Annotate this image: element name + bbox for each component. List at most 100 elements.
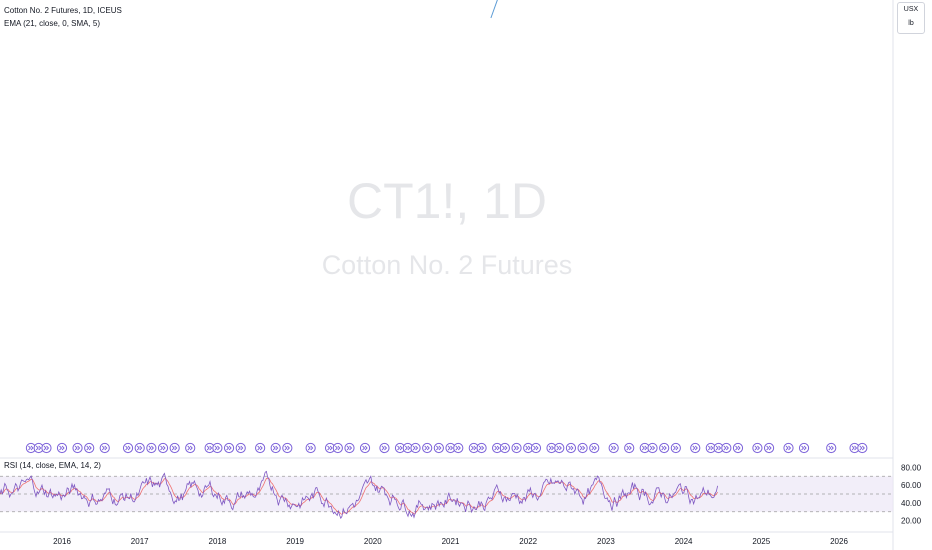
event-icon-glyph [859, 445, 865, 451]
event-icon [84, 442, 95, 454]
x-tick-label: 2023 [597, 537, 615, 546]
event-icon [56, 442, 68, 454]
x-tick-label: 2024 [675, 537, 693, 546]
event-icon-glyph [257, 445, 263, 451]
watermark-name: Cotton No. 2 Futures [322, 250, 573, 280]
event-icon [185, 442, 196, 454]
event-icon-glyph [412, 445, 419, 451]
event-icon-glyph [785, 445, 792, 451]
event-icon-glyph [707, 445, 714, 451]
x-tick-label: 2022 [519, 537, 537, 546]
event-icon [134, 442, 145, 454]
chart-header: Cotton No. 2 Futures, 1D, ICEUS EMA (21,… [4, 4, 122, 30]
event-icon [157, 442, 169, 454]
event-icon [169, 442, 180, 454]
event-icon-glyph [735, 445, 741, 451]
event-icon [223, 442, 235, 454]
event-icon [433, 442, 444, 454]
event-icon-glyph [327, 445, 333, 451]
event-icon [763, 442, 775, 454]
event-icon-glyph [766, 445, 772, 451]
x-tick-label: 2020 [364, 537, 382, 546]
x-tick-label: 2021 [442, 537, 460, 546]
event-icon [732, 442, 744, 454]
x-tick-label: 2019 [286, 537, 304, 546]
trend-line [490, 0, 498, 19]
event-icon [857, 442, 868, 454]
x-tick-label: 2018 [209, 537, 227, 546]
event-icon [422, 442, 433, 454]
event-icon [530, 442, 542, 454]
event-icon-glyph [470, 445, 477, 451]
event-icon [608, 442, 619, 454]
rsi-tick-label: 40.00 [901, 499, 922, 508]
event-icon-glyph [494, 445, 500, 451]
event-icon-glyph [362, 445, 368, 451]
event-icon [659, 442, 670, 454]
event-icon [305, 442, 316, 454]
event-icon [721, 442, 732, 454]
x-tick-label: 2017 [131, 537, 149, 546]
event-icon [332, 442, 343, 454]
event-icon-glyph [513, 445, 520, 451]
event-icon-glyph [626, 445, 632, 451]
rsi-ema-line [0, 477, 718, 515]
event-icon [72, 442, 83, 454]
event-icon-glyph [214, 445, 221, 451]
unit-measure-label: lb [908, 20, 914, 27]
event-icon-glyph [346, 445, 353, 451]
event-icon-glyph [715, 445, 722, 451]
event-icon [146, 442, 157, 454]
event-icon [752, 442, 763, 454]
indicator-ema-label[interactable]: EMA (21, close, 0, SMA, 5) [4, 19, 101, 28]
event-icon-glyph [43, 445, 50, 451]
currency-label: USX [903, 6, 919, 13]
event-icon-glyph [502, 445, 508, 451]
symbol-title[interactable]: Cotton No. 2 Futures, 1D, ICEUS [4, 6, 122, 15]
event-icon [690, 442, 701, 454]
event-icon-glyph [610, 445, 617, 451]
event-icon [577, 442, 588, 454]
rsi-tick-label: 80.00 [901, 463, 922, 472]
event-icon [565, 442, 577, 454]
event-icon-glyph [533, 445, 539, 451]
event-icon-glyph [86, 445, 92, 451]
event-icon [783, 442, 794, 454]
unit-selector[interactable]: USX lb [897, 2, 925, 34]
watermark-symbol: CT1!, 1D [347, 173, 547, 229]
event-icon-glyph [525, 445, 531, 451]
event-icon [849, 442, 860, 454]
event-icon-glyph [125, 445, 131, 451]
event-icon-glyph [35, 445, 42, 451]
event-icon-glyph [226, 445, 232, 451]
event-icon [554, 442, 565, 454]
event-icon [212, 442, 223, 454]
event-icon-glyph [447, 445, 454, 451]
event-icon [511, 442, 522, 454]
rsi-tick-label: 20.00 [901, 517, 922, 526]
event-icon [235, 442, 246, 454]
event-icon-glyph [828, 445, 834, 451]
event-icon [99, 442, 110, 454]
event-icon [453, 442, 464, 454]
event-icon-glyph [851, 445, 858, 451]
event-icon-glyph [754, 445, 761, 451]
event-icon [122, 442, 134, 454]
event-icon-glyph [171, 445, 178, 451]
event-icon-glyph [673, 445, 679, 451]
event-icon-glyph [478, 445, 485, 451]
event-icon [270, 442, 281, 454]
event-icon [410, 442, 421, 454]
event-icon-glyph [568, 445, 574, 451]
rsi-indicator-label[interactable]: RSI (14, close, EMA, 14, 2) [4, 461, 101, 470]
event-icon-glyph [436, 445, 442, 451]
event-icon-glyph [272, 445, 279, 451]
event-icon-glyph [548, 445, 555, 451]
event-icon-glyph [424, 445, 430, 451]
event-icon [670, 442, 681, 454]
event-icon-glyph [455, 445, 461, 451]
event-icon-glyph [237, 445, 244, 451]
event-icon-glyph [556, 445, 562, 451]
